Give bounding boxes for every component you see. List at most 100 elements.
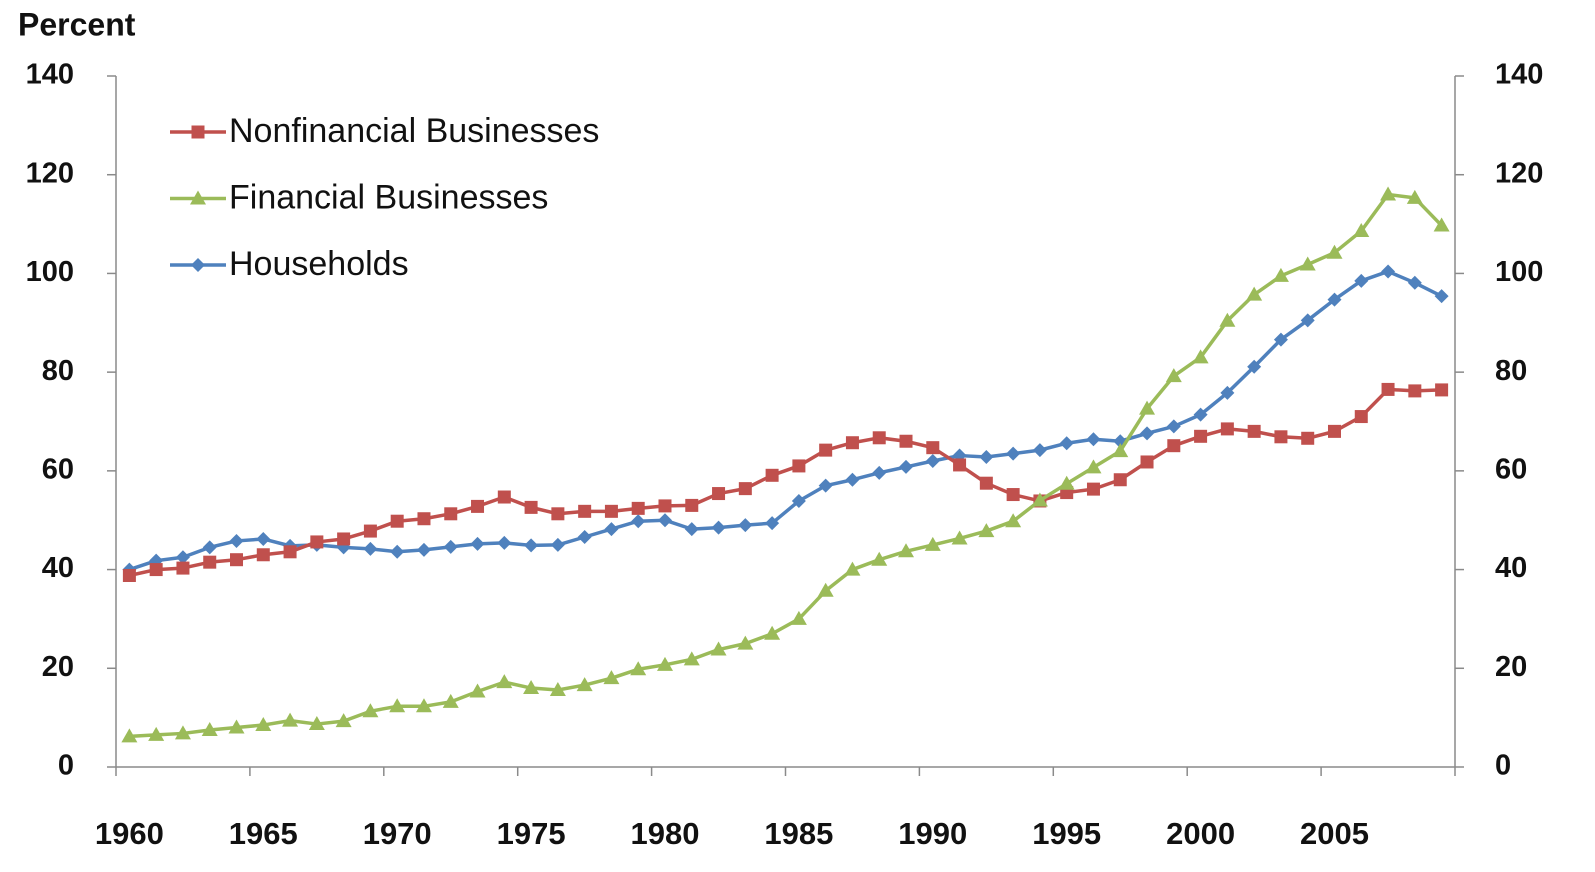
data-point	[122, 568, 136, 582]
data-point	[1165, 368, 1182, 383]
data-point	[1059, 436, 1074, 451]
data-point	[256, 548, 270, 562]
data-point	[443, 539, 458, 554]
data-point	[203, 555, 217, 569]
data-point	[872, 465, 887, 480]
data-point	[497, 490, 511, 504]
data-point	[1247, 359, 1262, 374]
data-point	[1273, 332, 1288, 347]
data-point	[283, 545, 297, 559]
data-point	[282, 712, 299, 727]
data-point	[337, 532, 351, 546]
data-point	[1381, 264, 1396, 279]
data-point	[738, 482, 752, 496]
data-point	[229, 533, 244, 548]
legend-marker	[191, 125, 205, 139]
data-point	[1220, 422, 1234, 436]
data-point	[1274, 430, 1288, 444]
data-point	[1058, 475, 1075, 490]
data-point	[308, 716, 325, 731]
y-tick-label: 100	[26, 256, 74, 288]
series-line	[128, 269, 1443, 572]
data-point	[1219, 312, 1236, 327]
data-point	[979, 476, 993, 490]
data-point	[201, 721, 218, 736]
data-point	[255, 717, 272, 732]
data-point	[415, 698, 432, 713]
data-point	[764, 625, 781, 640]
data-point	[1220, 385, 1235, 400]
data-point	[792, 459, 806, 473]
data-point	[1006, 488, 1020, 502]
data-point	[1247, 424, 1261, 438]
data-point	[471, 499, 485, 513]
data-point	[524, 538, 539, 553]
data-point	[710, 641, 727, 656]
data-point	[390, 544, 405, 559]
x-tick-label: 2005	[1300, 816, 1369, 851]
data-point	[924, 536, 941, 551]
data-point	[925, 453, 940, 468]
data-point	[1353, 222, 1370, 237]
y-tick-label: 60	[42, 454, 74, 486]
data-point	[791, 493, 806, 508]
data-point	[228, 719, 245, 734]
data-point	[523, 680, 540, 695]
data-point	[1005, 513, 1022, 528]
data-point	[1299, 256, 1316, 271]
data-point	[1435, 383, 1449, 397]
data-point	[1086, 432, 1101, 447]
x-tick-label: 1975	[497, 816, 566, 851]
data-point	[1380, 186, 1397, 201]
data-point	[817, 582, 834, 597]
data-point	[550, 537, 565, 552]
data-point	[416, 542, 431, 557]
y2-tick-label: 80	[1495, 355, 1527, 387]
y2-tick-label: 20	[1495, 651, 1527, 683]
data-point	[335, 713, 352, 728]
data-point	[1139, 400, 1156, 415]
y-tick-label: 20	[42, 651, 74, 683]
data-point	[737, 635, 754, 650]
x-tick-label: 1980	[631, 816, 700, 851]
series-line	[129, 387, 1442, 578]
data-point	[442, 693, 459, 708]
data-point	[1433, 217, 1450, 232]
data-point	[790, 610, 807, 625]
data-point	[1192, 349, 1209, 364]
data-point	[1300, 313, 1315, 328]
legend-label: Nonfinancial Businesses	[229, 112, 599, 150]
y-tick-label: 140	[26, 59, 74, 91]
data-point	[121, 728, 138, 743]
y2-tick-label: 0	[1495, 750, 1511, 782]
legend-label: Households	[229, 245, 409, 283]
data-point	[765, 516, 780, 531]
data-point	[1434, 289, 1449, 304]
data-point	[872, 431, 886, 445]
data-point	[1407, 275, 1422, 290]
data-point	[845, 436, 859, 450]
data-point	[630, 661, 647, 676]
data-point	[202, 540, 217, 555]
data-point	[845, 472, 860, 487]
data-point	[657, 513, 672, 528]
data-point	[363, 541, 378, 556]
data-point	[1381, 382, 1395, 396]
data-point	[899, 459, 914, 474]
data-point	[844, 561, 861, 576]
data-point	[578, 504, 592, 518]
data-point	[604, 522, 619, 537]
data-point	[362, 703, 379, 718]
data-point	[604, 504, 618, 518]
data-point	[1140, 455, 1154, 469]
y-tick-label: 0	[58, 750, 74, 782]
data-point	[148, 726, 165, 741]
data-point	[1006, 446, 1021, 461]
data-point	[1301, 431, 1315, 445]
y2-tick-label: 120	[1495, 157, 1543, 189]
data-point	[389, 698, 406, 713]
data-point	[1085, 459, 1102, 474]
data-point	[230, 553, 244, 567]
